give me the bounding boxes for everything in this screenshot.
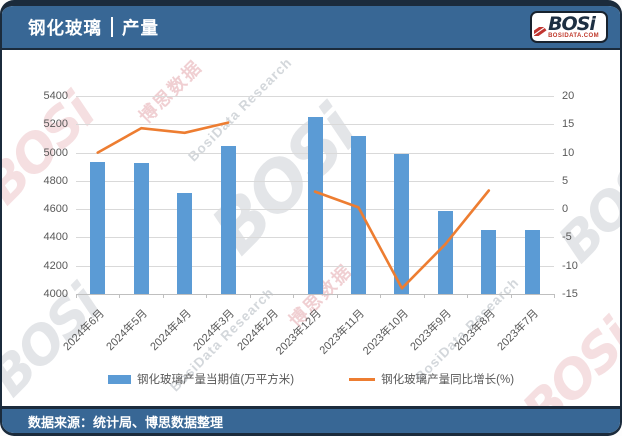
x-axis-tick	[554, 294, 555, 298]
legend: 钢化玻璃产量当期值(万平方米) 钢化玻璃产量同比增长(%)	[2, 371, 620, 387]
x-axis-tick	[206, 294, 208, 298]
bar-series-swatch	[107, 374, 131, 384]
right-axis-tick-label: 10	[562, 146, 575, 159]
legend-item-line: 钢化玻璃产量同比增长(%)	[349, 371, 514, 387]
bar	[177, 192, 193, 294]
logo-slash-icon	[534, 27, 547, 36]
left-axis-tick-label: 5400	[43, 90, 68, 102]
left-axis-tick-label: 4200	[43, 259, 68, 272]
left-axis-tick-label: 4000	[43, 288, 68, 300]
x-axis-tick	[162, 294, 164, 298]
left-axis-tick-label: 4600	[43, 203, 68, 216]
bosi-logo: BOSi BOSIDATA.COM	[530, 11, 608, 43]
title-sub: 产量	[122, 17, 159, 38]
x-axis-tick	[76, 294, 77, 298]
title-divider	[111, 17, 113, 37]
right-axis-tick-label: 20	[562, 90, 575, 102]
bar	[220, 145, 236, 294]
bar	[307, 117, 323, 294]
left-axis-tick-label: 5000	[43, 146, 68, 159]
gridline	[76, 294, 554, 295]
bar	[350, 136, 366, 294]
bar	[437, 210, 453, 294]
x-axis-tick	[510, 294, 512, 298]
data-source-text: 数据来源：统计局、博思数据整理	[28, 414, 224, 430]
left-axis-tick-label: 4400	[43, 231, 68, 244]
x-axis-tick	[467, 294, 469, 298]
left-axis-tick-label: 5200	[43, 118, 68, 131]
plot-area: 4000 4200 4400 4600 4800 5000 5200 5400 -15 -10 -5…	[44, 90, 578, 357]
left-axis-tick-label: 4800	[43, 174, 68, 187]
right-axis-tick-label: 5	[562, 174, 569, 187]
bar	[394, 153, 410, 294]
line-series	[96, 121, 491, 290]
footer-bar: 数据来源：统计局、博思数据整理	[2, 406, 620, 433]
gridline	[76, 96, 554, 97]
x-axis-tick	[293, 294, 295, 298]
line-series-swatch	[349, 377, 376, 381]
chart-region: 博思数据 BosiData Research BOSi BOSi BOSi 博思…	[2, 50, 620, 406]
bar	[524, 230, 540, 294]
right-axis-tick-label: -15	[562, 288, 578, 300]
x-axis-tick	[423, 294, 425, 298]
x-axis-tick	[119, 294, 121, 298]
right-axis-tick-label: 15	[562, 118, 575, 131]
right-axis-tick-label: 0	[562, 203, 569, 216]
x-axis-tick	[336, 294, 338, 298]
right-axis-tick-label: -10	[562, 259, 578, 272]
bar	[133, 163, 149, 294]
header-bar: 钢化玻璃 产量 BOSi BOSIDATA.COM	[2, 6, 620, 50]
title-main: 钢化玻璃	[28, 17, 102, 38]
x-axis-tick	[380, 294, 382, 298]
bar	[90, 161, 106, 294]
x-axis-tick	[249, 294, 251, 298]
legend-item-bars: 钢化玻璃产量当期值(万平方米)	[107, 371, 295, 387]
page-title: 钢化玻璃 产量	[28, 15, 159, 40]
bar	[481, 229, 497, 294]
bar-series-label: 钢化玻璃产量当期值(万平方米)	[136, 374, 295, 386]
logo-domain-text: BOSIDATA.COM	[548, 33, 599, 39]
right-axis-tick-label: -5	[562, 231, 572, 244]
line-series-label: 钢化玻璃产量同比增长(%)	[381, 374, 515, 386]
logo-brand-text: BOSi	[548, 13, 596, 35]
